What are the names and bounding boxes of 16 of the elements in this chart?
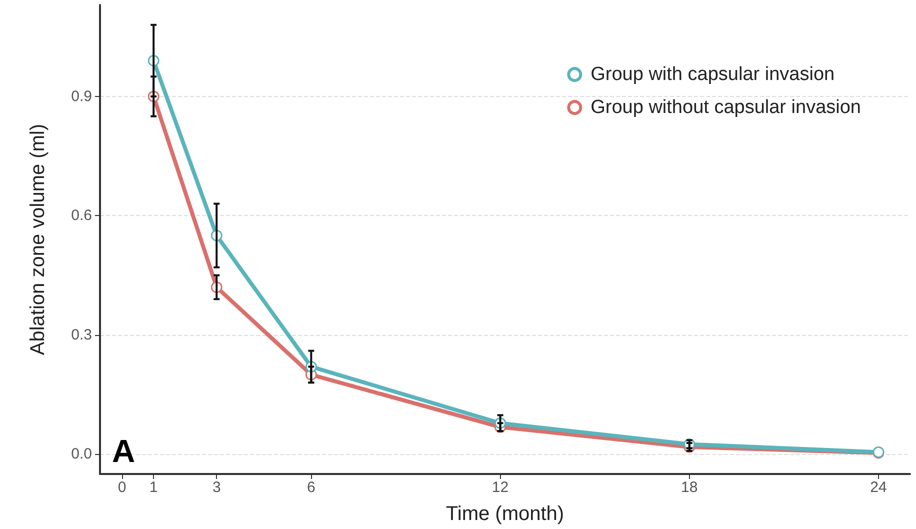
- x-axis-title: Time (month): [446, 503, 564, 525]
- y-axis-title: Ablation zone volume (ml): [27, 124, 49, 356]
- x-tick-label: 3: [212, 479, 221, 496]
- annotation: A: [112, 433, 136, 469]
- legend-label: Group with capsular invasion: [590, 64, 835, 85]
- x-tick-label: 24: [870, 479, 887, 496]
- y-tick-label: 0.0: [71, 446, 92, 463]
- y-tick-label: 0.6: [71, 207, 92, 224]
- legend-label: Group without capsular invasion: [590, 97, 862, 118]
- x-tick-label: 12: [492, 479, 509, 496]
- x-tick-label: 1: [149, 479, 158, 496]
- y-tick-label: 0.9: [71, 88, 92, 105]
- x-tick-label: 0: [118, 479, 126, 496]
- x-tick-label: 6: [306, 479, 316, 496]
- x-tick-label: 18: [681, 479, 698, 496]
- y-tick-label: 0.3: [71, 326, 92, 344]
